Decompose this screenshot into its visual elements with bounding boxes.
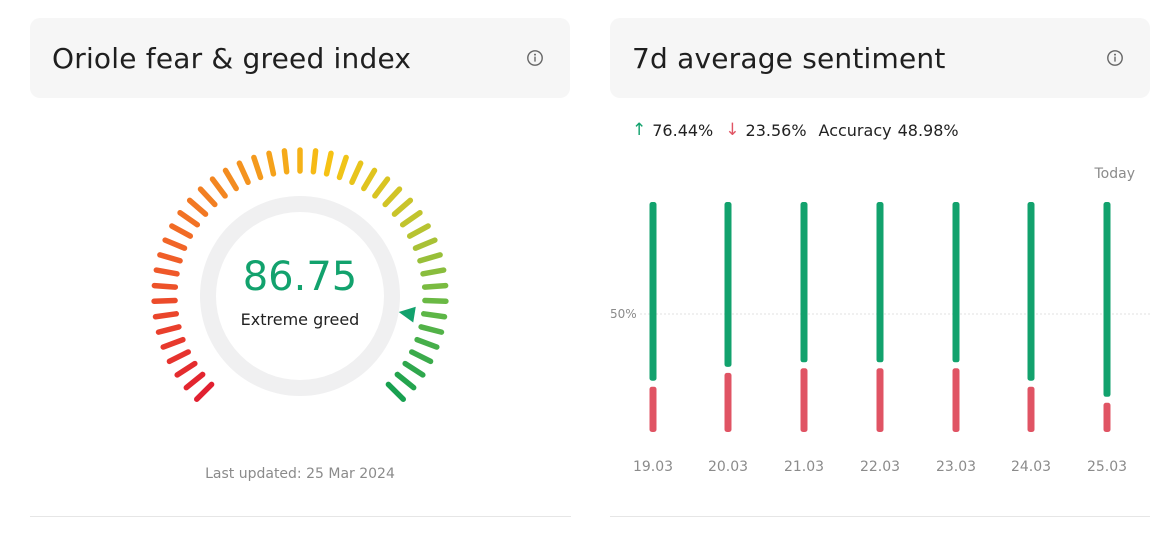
- x-tick-label: 24.03: [1011, 459, 1051, 475]
- gauge-tick: [361, 167, 378, 192]
- gauge-tick: [417, 252, 443, 264]
- bar-negative[interactable]: [724, 372, 732, 432]
- arrow-up-icon: ↑: [632, 120, 647, 140]
- gauge-tick: [152, 311, 180, 320]
- bar-negative[interactable]: [1103, 402, 1111, 432]
- gauge-tick: [186, 197, 209, 217]
- gauge-pointer: [398, 306, 416, 323]
- sentiment-header: 7d average sentiment: [610, 18, 1150, 98]
- gauge-tick: [166, 349, 191, 365]
- gauge-tick: [409, 349, 434, 365]
- gauge-tick: [391, 197, 414, 217]
- gauge-tick: [169, 223, 194, 239]
- gauge-tick: [385, 381, 406, 402]
- gauge-tick: [406, 223, 431, 239]
- x-tick-label: 23.03: [936, 459, 976, 475]
- gauge-value: 86.75: [242, 254, 358, 300]
- divider: [610, 516, 1150, 517]
- fear-greed-title: Oriole fear & greed index: [52, 41, 412, 75]
- up-percentage: 76.44%: [652, 120, 714, 140]
- bar-negative[interactable]: [800, 368, 808, 432]
- gauge-tick: [160, 336, 186, 350]
- bar-positive[interactable]: [724, 202, 732, 367]
- gauge-tick: [162, 237, 188, 251]
- gauge-tick: [349, 160, 364, 186]
- gauge-tick: [420, 267, 447, 277]
- gauge-tick: [151, 282, 179, 290]
- gauge-tick: [157, 252, 183, 264]
- bar-negative[interactable]: [1027, 386, 1035, 432]
- bar-positive[interactable]: [1103, 202, 1111, 397]
- gauge-tick: [422, 297, 449, 304]
- info-icon[interactable]: [1102, 45, 1128, 71]
- gauge-tick: [372, 176, 391, 199]
- x-tick-label: 21.03: [784, 459, 824, 475]
- gauge-tick: [414, 336, 440, 350]
- x-tick-label: 20.03: [708, 459, 748, 475]
- gauge-tick: [420, 311, 448, 320]
- today-label: Today: [1094, 166, 1136, 182]
- gauge-tick: [153, 267, 180, 277]
- fifty-percent-label: 50%: [610, 307, 637, 321]
- x-tick-label: 25.03: [1087, 459, 1127, 475]
- gauge-tick: [412, 237, 438, 251]
- bar-positive[interactable]: [876, 202, 884, 363]
- divider: [30, 516, 571, 517]
- accuracy-value: 48.98%: [897, 120, 959, 140]
- sentiment-stats: ↑ 76.44% ↓ 23.56% Accuracy 48.98%: [632, 120, 959, 140]
- gauge-tick: [418, 324, 445, 335]
- sentiment-title: 7d average sentiment: [632, 41, 946, 75]
- arrow-down-icon: ↓: [725, 120, 740, 140]
- gauge-tick: [394, 371, 417, 391]
- gauge-tick: [222, 167, 239, 192]
- sentiment-bar-chart: 50% 19.03 20.03 21.03 22.03 23.03 24.03 25.03: [610, 202, 1150, 475]
- gauge-tick: [281, 148, 290, 175]
- bar-positive[interactable]: [1027, 202, 1035, 381]
- gauge-tick: [251, 154, 264, 181]
- bar-negative[interactable]: [876, 368, 884, 432]
- gauge-tick: [197, 186, 218, 208]
- bar-positive[interactable]: [649, 202, 657, 381]
- gauge-tick: [151, 297, 178, 304]
- gauge-tick: [155, 324, 182, 335]
- bar-negative[interactable]: [649, 386, 657, 432]
- gauge-tick: [266, 150, 277, 177]
- bar-positive[interactable]: [952, 202, 960, 363]
- accuracy-label: Accuracy: [818, 120, 892, 140]
- gauge-tick: [177, 209, 201, 228]
- gauge-label: Extreme greed: [240, 310, 360, 329]
- gauge-tick: [382, 186, 403, 208]
- last-updated: Last updated: 25 Mar 2024: [205, 466, 395, 482]
- gauge-tick: [174, 360, 198, 378]
- fear-greed-header: Oriole fear & greed index: [30, 18, 570, 98]
- bar-negative[interactable]: [952, 368, 960, 432]
- down-percentage: 23.56%: [745, 120, 807, 140]
- gauge-tick: [310, 148, 319, 175]
- gauge-tick: [209, 176, 228, 199]
- gauge-tick: [421, 282, 449, 290]
- x-tick-label: 22.03: [860, 459, 900, 475]
- gauge-tick: [323, 150, 334, 177]
- gauge-tick: [236, 160, 251, 186]
- info-icon[interactable]: [522, 45, 548, 71]
- gauge-tick: [336, 154, 349, 181]
- gauge-tick: [402, 360, 426, 378]
- x-tick-label: 19.03: [633, 459, 673, 475]
- fear-greed-gauge: [151, 147, 449, 402]
- gauge-tick: [194, 381, 215, 402]
- bar-positive[interactable]: [800, 202, 808, 363]
- gauge-tick: [399, 209, 423, 228]
- gauge-tick: [183, 371, 206, 391]
